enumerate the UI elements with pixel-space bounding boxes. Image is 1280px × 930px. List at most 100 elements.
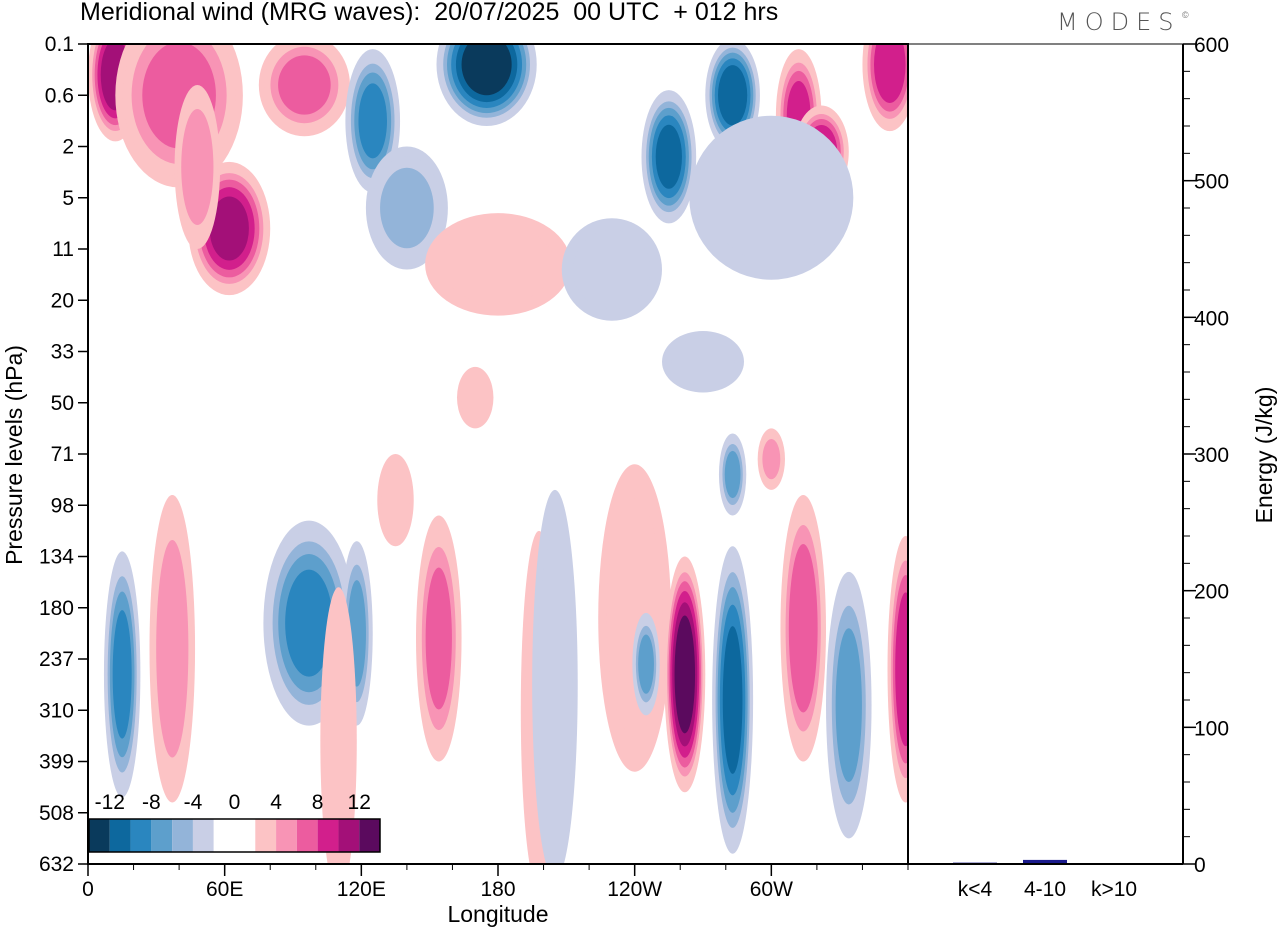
contour-neg-14	[461, 44, 512, 96]
energy-tick-label: 500	[1194, 171, 1229, 194]
colorbar: -12 -8 -4 0 4 8 12	[88, 791, 381, 853]
contour-pos-4	[461, 373, 490, 422]
contour-neg-10	[112, 610, 132, 739]
energy-category-label: 4-10	[1024, 878, 1066, 901]
contour-neg-4	[707, 134, 835, 262]
wind-feature-27	[712, 546, 754, 854]
y-tick-label: 0.1	[45, 33, 74, 56]
energy-tick-label: 0	[1194, 854, 1206, 877]
copyright-mark: ©	[1182, 10, 1189, 20]
wind-feature-13	[862, 44, 908, 132]
contour-pos-6	[181, 109, 214, 225]
wind-feature-7	[365, 146, 448, 270]
y-tick-label: 2	[62, 136, 74, 159]
colorbar-swatch	[317, 819, 339, 852]
wind-feature-23	[532, 489, 578, 864]
contour-neg-12	[655, 124, 682, 189]
y-tick-label: 180	[39, 597, 74, 620]
y-tick-label: 399	[39, 751, 74, 774]
energy-bar-1	[1023, 859, 1067, 864]
contour-neg-4	[671, 337, 735, 386]
wind-feature-35	[662, 331, 744, 393]
wind-feature-3	[174, 85, 221, 249]
x-tick-label: 0	[82, 878, 94, 901]
x-tick-label: 120E	[337, 878, 386, 901]
wind-feature-14	[689, 115, 854, 280]
colorbar-label: -4	[184, 791, 203, 814]
wind-feature-30	[887, 536, 908, 803]
modes-logo: MODES	[1057, 8, 1181, 36]
wind-feature-8	[425, 213, 571, 316]
wind-feature-25	[664, 556, 706, 793]
y-tick-label: 5	[62, 187, 74, 210]
colorbar-swatch	[109, 819, 131, 852]
colorbar-swatch	[172, 819, 193, 852]
colorbar-swatch	[296, 819, 318, 852]
wind-contour-field	[88, 44, 908, 864]
wind-feature-18	[263, 520, 355, 726]
y-tick-label: 33	[51, 341, 74, 364]
contour-pos-8	[788, 543, 818, 713]
x-tick-label: 120W	[607, 878, 662, 901]
energy-tick-label: 300	[1194, 444, 1229, 467]
energy-tick-label: 100	[1194, 717, 1229, 740]
wind-feature-4	[258, 44, 350, 137]
colorbar-label: 0	[229, 791, 241, 814]
contour-neg-8	[835, 628, 862, 783]
energy-tick-label: 600	[1194, 34, 1229, 57]
colorbar-swatch	[276, 819, 297, 852]
wind-feature-31	[718, 433, 747, 516]
contour-neg-8	[724, 450, 741, 499]
wind-feature-15	[561, 218, 663, 321]
colorbar-label: -8	[142, 791, 161, 814]
x-axis-title: Longitude	[447, 901, 548, 927]
colorbar-frame	[88, 818, 381, 853]
contour-neg-6	[380, 167, 434, 249]
contour-neg-12	[722, 626, 743, 774]
wind-feature-34	[377, 454, 414, 547]
colorbar-swatch	[192, 819, 214, 852]
y-tick-label: 0.6	[45, 84, 74, 107]
colorbar-swatch	[359, 819, 380, 852]
wind-feature-24	[598, 464, 672, 772]
wind-feature-33	[457, 366, 494, 429]
wind-feature-28	[780, 495, 826, 762]
wind-feature-9	[641, 90, 697, 224]
contour-pos-6	[156, 540, 189, 758]
energy-category-label: k>10	[1091, 878, 1137, 901]
contour-pos-10	[895, 592, 908, 747]
chart-title: Meridional wind (MRG waves): 20/07/2025 …	[80, 0, 779, 26]
energy-category-label: k<4	[958, 878, 993, 901]
contour-neg-8	[638, 634, 654, 694]
wind-feature-29	[826, 571, 872, 839]
energy-tick-label: 200	[1194, 581, 1229, 604]
contour-neg-4	[573, 229, 651, 310]
contour-pos-6	[762, 438, 781, 480]
colorbar-label: -12	[95, 791, 125, 814]
y-tick-label: 98	[51, 494, 74, 517]
contour-pos-8	[425, 567, 452, 710]
wind-feature-5	[345, 49, 401, 193]
contour-pos-4	[381, 464, 410, 536]
wind-feature-16	[103, 551, 141, 798]
colorbar-label: 12	[348, 791, 371, 814]
wind-feature-21	[416, 515, 462, 762]
colorbar-swatch	[255, 819, 277, 852]
colorbar-label: 8	[312, 791, 324, 814]
x-tick-label: 60E	[206, 878, 243, 901]
colorbar-swatch	[213, 819, 235, 852]
y-tick-label: 310	[39, 699, 74, 722]
colorbar-swatch	[151, 819, 173, 852]
colorbar-label: 4	[270, 791, 282, 814]
y-axis-title: Pressure levels (hPa)	[1, 345, 27, 565]
wind-feature-10	[705, 44, 760, 152]
y-tick-label: 50	[51, 392, 74, 415]
colorbar-swatch	[338, 819, 360, 852]
contour-pos-14	[674, 615, 696, 734]
wind-feature-6	[436, 44, 537, 126]
contour-pos-12	[209, 196, 249, 261]
y-tick-label: 237	[39, 648, 74, 671]
y-tick-label: 71	[51, 443, 74, 466]
y-tick-label: 11	[52, 238, 74, 261]
